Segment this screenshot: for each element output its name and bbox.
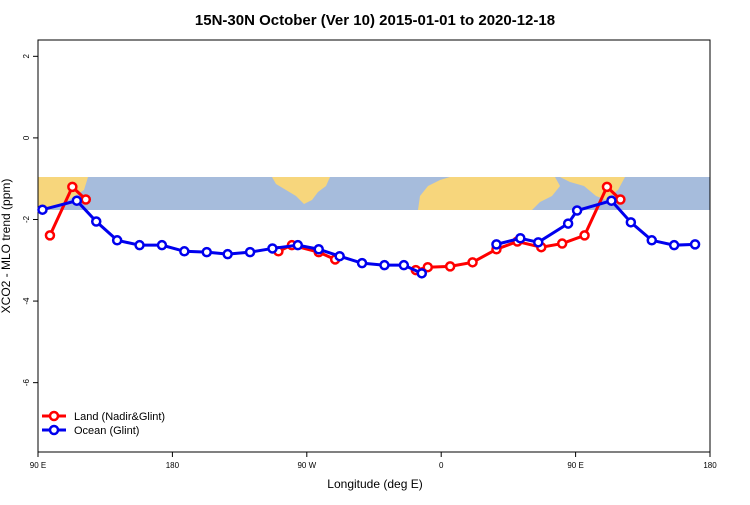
data-point	[156, 239, 168, 251]
y-tick-label: 2	[22, 54, 31, 59]
data-point	[556, 238, 568, 249]
data-point	[67, 181, 78, 193]
data-point	[80, 194, 92, 205]
data-point	[646, 235, 658, 246]
legend-marker	[48, 424, 60, 436]
data-point	[267, 243, 278, 254]
series	[37, 195, 701, 279]
legend-label: Land (Nadir&Glint)	[74, 411, 165, 423]
x-tick-label: 90 W	[297, 461, 316, 470]
data-point	[615, 194, 626, 205]
data-point	[579, 230, 590, 241]
data-point	[222, 248, 233, 260]
data-point	[313, 244, 324, 255]
data-point	[444, 261, 456, 272]
data-point	[37, 204, 48, 215]
data-point	[601, 181, 613, 193]
y-tick-label: -6	[22, 379, 31, 387]
data-point	[179, 246, 190, 257]
map-land	[418, 177, 560, 210]
data-point	[334, 250, 345, 262]
y-tick-label: -2	[22, 215, 31, 223]
y-tick-label: 0	[22, 135, 31, 140]
data-point	[562, 218, 574, 229]
map-land	[505, 177, 528, 190]
data-point	[606, 195, 617, 206]
map-land	[272, 177, 330, 204]
data-point	[689, 239, 701, 250]
data-point	[71, 195, 83, 206]
data-point	[533, 237, 544, 248]
data-point	[571, 205, 583, 216]
data-point	[467, 257, 478, 268]
data-point	[44, 230, 56, 241]
data-point	[134, 239, 145, 251]
plot-frame	[37, 39, 711, 453]
chart-title: 15N-30N October (Ver 10) 2015-01-01 to 2…	[195, 12, 555, 29]
x-tick-label: 0	[439, 461, 444, 470]
x-tick-label: 180	[166, 461, 180, 470]
x-axis-label: Longitude (deg E)	[327, 477, 422, 491]
data-point	[356, 257, 368, 269]
data-point	[668, 239, 680, 251]
x-tick-label: 90 E	[30, 461, 46, 470]
y-axis-label: XCO2 - MLO trend (ppm)	[0, 179, 13, 314]
data-point	[422, 261, 434, 273]
data-point	[625, 217, 637, 228]
data-point	[379, 259, 390, 271]
x-tick-label: 180	[703, 461, 717, 470]
map-band	[38, 177, 710, 210]
data-point	[201, 246, 212, 258]
data-point	[398, 259, 410, 271]
data-point	[292, 239, 304, 251]
data-point	[244, 246, 256, 258]
legend-label: Ocean (Glint)	[74, 425, 139, 437]
data-point	[491, 239, 502, 250]
data-point	[90, 216, 102, 227]
data-point	[515, 232, 526, 244]
data-point	[416, 268, 428, 279]
y-tick-label: -4	[22, 297, 31, 305]
legend-marker	[48, 410, 60, 422]
x-tick-label: 90 E	[567, 461, 583, 470]
data-point	[111, 235, 123, 246]
